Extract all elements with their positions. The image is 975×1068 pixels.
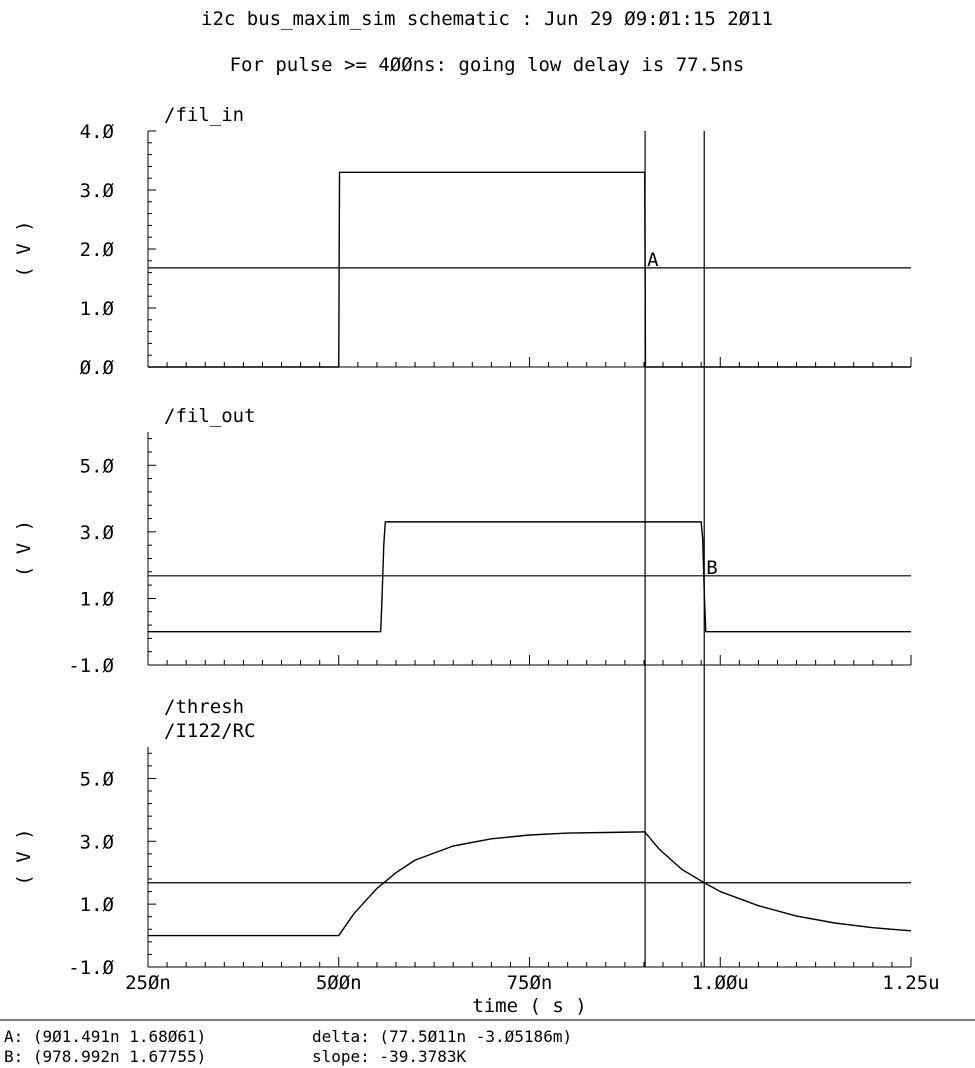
y-tick-label: 1.Ø bbox=[80, 588, 115, 610]
x-tick-label: 5ØØn bbox=[316, 972, 362, 994]
chart-title: i2c bus_maxim_sim schematic : Jun 29 Ø9:… bbox=[201, 8, 773, 30]
marker-cursors: AB bbox=[644, 131, 718, 967]
y-tick-label: 1.Ø bbox=[80, 298, 115, 320]
trace-label: /fil_out bbox=[164, 405, 256, 427]
y-tick-label: 4.Ø bbox=[80, 121, 115, 143]
y-tick-label: 2.Ø bbox=[80, 239, 115, 261]
delta-readout: delta: (77.5Ø11n -3.Ø5186m) bbox=[312, 1027, 572, 1046]
slope-readout: slope: -39.3783K bbox=[312, 1047, 466, 1066]
panel-thresh: -1.Ø 1.Ø 3.Ø 5.Ø/thresh/I122/RC ( V ) bbox=[13, 696, 912, 979]
series-trace bbox=[148, 831, 912, 937]
y-axis-label: ( V ) bbox=[13, 220, 35, 277]
panel-fil-in: Ø.Ø 1.Ø 2.Ø 3.Ø 4.Ø/fil_in ( V ) bbox=[13, 104, 912, 379]
x-axis-label: time ( s ) bbox=[472, 995, 586, 1017]
x-tick-label: 25Øn bbox=[125, 972, 171, 994]
time-axis: 25Øn 5ØØn 75Øn 1.ØØu 1.25u time ( s ) bbox=[125, 972, 939, 1017]
x-tick-label: 1.25u bbox=[882, 972, 939, 994]
plot-panels: Ø.Ø 1.Ø 2.Ø 3.Ø 4.Ø/fil_in ( V ) -1.Ø 1.Ø 3.Ø 5.Ø… bbox=[13, 104, 912, 979]
trace-label: /fil_in bbox=[164, 104, 244, 126]
y-tick-label: 3.Ø bbox=[80, 522, 115, 544]
chart-subtitle: For pulse >= 4ØØns: going low delay is 7… bbox=[230, 54, 745, 76]
trace-label: /thresh bbox=[164, 696, 244, 718]
y-axis-label: ( V ) bbox=[13, 520, 35, 577]
y-tick-label: 3.Ø bbox=[80, 180, 115, 202]
marker-a-label: A bbox=[647, 249, 659, 271]
y-tick-label: -1.Ø bbox=[68, 957, 114, 979]
y-tick-label: 5.Ø bbox=[80, 768, 115, 790]
marker-b-readout: B: (978.992n 1.67755) bbox=[4, 1047, 206, 1066]
panel-fil-out: -1.Ø 1.Ø 3.Ø 5.Ø/fil_out ( V ) bbox=[13, 405, 912, 677]
y-tick-label: 1.Ø bbox=[80, 894, 115, 916]
marker-a-readout: A: (9Ø1.491n 1.68Ø61) bbox=[4, 1027, 206, 1046]
series-trace bbox=[148, 521, 911, 633]
x-tick-label: 75Øn bbox=[507, 972, 553, 994]
y-tick-label: -1.Ø bbox=[68, 655, 114, 677]
x-tick-label: 1.ØØu bbox=[692, 972, 749, 994]
marker-b-label: B bbox=[706, 557, 717, 579]
series-trace bbox=[148, 171, 911, 368]
y-tick-label: 3.Ø bbox=[80, 831, 115, 853]
y-tick-label: 5.Ø bbox=[80, 455, 115, 477]
trace-label: /I122/RC bbox=[164, 720, 256, 742]
y-axis-label: ( V ) bbox=[13, 828, 35, 885]
y-tick-label: Ø.Ø bbox=[80, 357, 115, 379]
